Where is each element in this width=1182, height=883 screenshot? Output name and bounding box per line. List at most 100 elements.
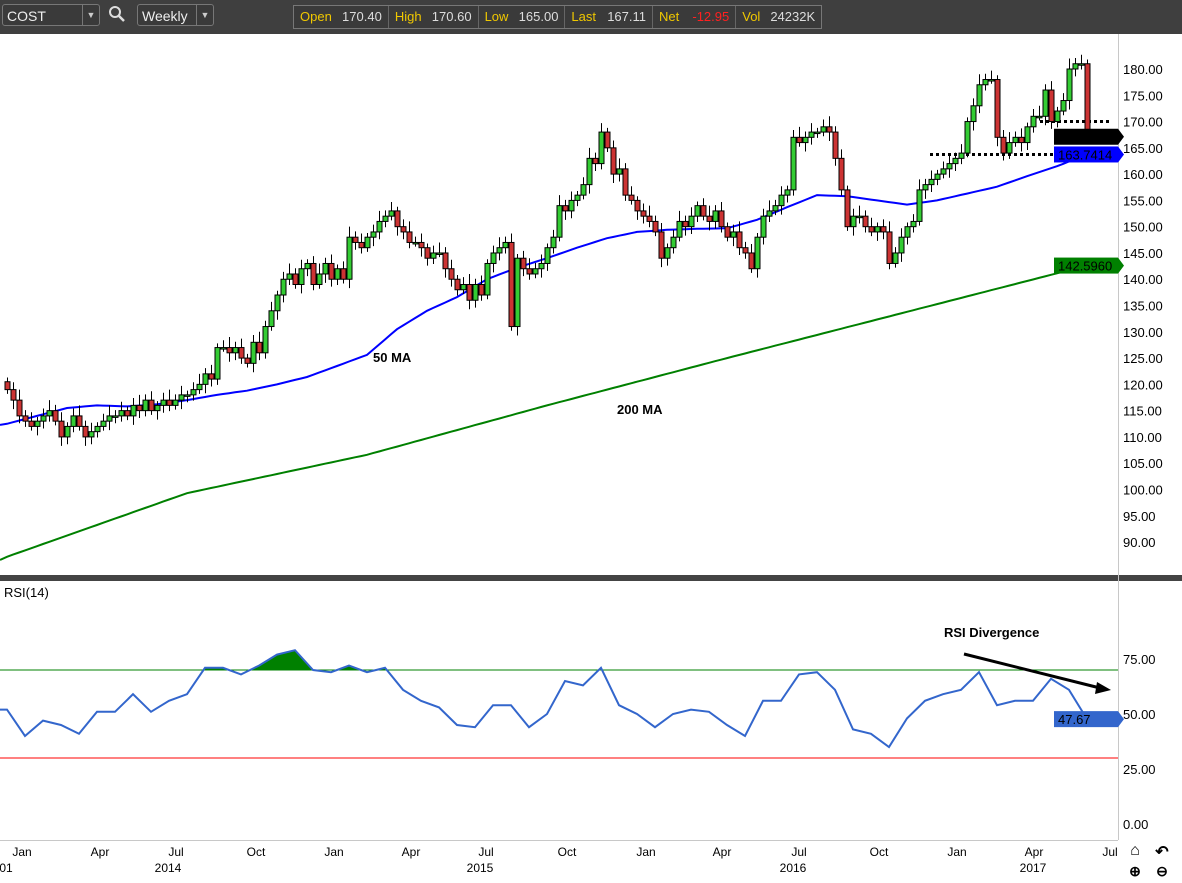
candle xyxy=(700,198,707,221)
candle xyxy=(292,268,299,289)
chevron-down-icon[interactable]: ▼ xyxy=(82,5,99,25)
month-label: Jul xyxy=(791,845,806,859)
month-label: Jan xyxy=(636,845,655,859)
rsi-overbought-fill xyxy=(0,650,1087,670)
candle-body xyxy=(880,226,887,233)
ma50-value-badge-group: 163.7414 xyxy=(1054,146,1124,163)
zoom-in-icon[interactable]: ⊕ xyxy=(1129,863,1141,879)
candle xyxy=(394,206,401,236)
candle xyxy=(1042,84,1049,126)
candle-body xyxy=(652,220,659,233)
candle-body xyxy=(226,347,233,354)
candle-body xyxy=(304,262,311,270)
candle xyxy=(748,244,755,273)
candle xyxy=(952,152,959,171)
candle xyxy=(676,210,683,242)
candle xyxy=(388,201,395,221)
month-label: Apr xyxy=(402,845,421,859)
candle xyxy=(910,214,917,233)
candle-body xyxy=(976,84,983,107)
candle-body xyxy=(64,425,71,438)
home-icon[interactable]: ⌂ xyxy=(1130,842,1140,859)
candle xyxy=(160,392,167,413)
candle-body xyxy=(706,215,713,222)
candle xyxy=(28,412,35,431)
candle xyxy=(976,74,983,114)
candle-body xyxy=(412,241,419,245)
candle-body xyxy=(316,273,323,285)
toolbar: COST ▼ Weekly ▼ Open 170.40 High 170.60 Low 1… xyxy=(0,0,1182,34)
month-label: Jan xyxy=(12,845,31,859)
candle xyxy=(310,256,317,291)
search-icon[interactable] xyxy=(108,5,128,25)
candle-body xyxy=(124,410,131,417)
candle-body xyxy=(160,399,167,406)
candle-body xyxy=(874,226,881,233)
candle xyxy=(64,422,71,445)
candle-body xyxy=(550,236,557,249)
candle-body xyxy=(16,399,23,417)
chevron-down-icon[interactable]: ▼ xyxy=(196,5,213,25)
ma200-annotation: 200 MA xyxy=(617,402,663,417)
candle xyxy=(82,420,89,446)
candle xyxy=(1018,128,1025,152)
candle-body xyxy=(340,268,347,280)
candle xyxy=(10,382,17,410)
candle xyxy=(694,201,701,222)
candle xyxy=(874,222,881,241)
quote-label: High xyxy=(394,9,422,24)
zoom-out-icon[interactable]: ⊖ xyxy=(1156,863,1168,879)
candle xyxy=(772,199,779,216)
candle xyxy=(568,191,575,219)
candle xyxy=(574,190,581,207)
candle-body xyxy=(634,199,641,212)
candle xyxy=(190,382,197,401)
month-label: Oct xyxy=(247,845,266,859)
panel-separator xyxy=(0,575,1182,581)
candle xyxy=(760,208,767,245)
candle xyxy=(1000,129,1007,161)
candle xyxy=(922,178,929,199)
quote-open: Open 170.40 xyxy=(294,6,389,28)
candle xyxy=(598,123,605,170)
symbol-dropdown[interactable]: COST ▼ xyxy=(2,4,100,26)
candle xyxy=(112,410,119,424)
candle xyxy=(166,389,173,412)
interval-dropdown[interactable]: Weekly ▼ xyxy=(137,4,214,26)
candle xyxy=(484,259,491,300)
candle xyxy=(1024,122,1031,150)
candle-body xyxy=(910,220,917,228)
candle xyxy=(502,236,509,254)
candle xyxy=(448,259,455,287)
candle-body xyxy=(844,189,851,228)
candle xyxy=(754,232,761,278)
candle xyxy=(196,373,203,394)
year-label: 2016 xyxy=(780,861,807,875)
candle-body xyxy=(334,268,341,280)
candle-body xyxy=(958,152,965,159)
rsi-tick-label: 25.00 xyxy=(1123,762,1156,777)
candle xyxy=(352,231,359,250)
candle xyxy=(46,400,53,422)
undo-icon[interactable]: ↶ xyxy=(1155,844,1169,861)
candle-body xyxy=(28,420,35,427)
candle-body xyxy=(502,241,509,249)
candle-body xyxy=(376,220,383,233)
candle-body xyxy=(70,415,77,427)
divergence-arrow-line xyxy=(963,652,1101,690)
symbol-value: COST xyxy=(7,8,46,24)
candle-body xyxy=(982,79,989,86)
candle xyxy=(820,119,827,137)
candle-body xyxy=(1000,136,1007,154)
price-tick-label: 150.00 xyxy=(1123,220,1163,235)
candle xyxy=(124,406,131,421)
candle xyxy=(688,207,695,235)
month-label: Apr xyxy=(713,845,732,859)
candle xyxy=(988,70,995,84)
month-label: Jan xyxy=(324,845,343,859)
price-tick-label: 135.00 xyxy=(1123,299,1163,314)
candle-body xyxy=(970,105,977,123)
candle-body xyxy=(466,283,473,301)
rsi-tick-label: 75.00 xyxy=(1123,652,1156,667)
